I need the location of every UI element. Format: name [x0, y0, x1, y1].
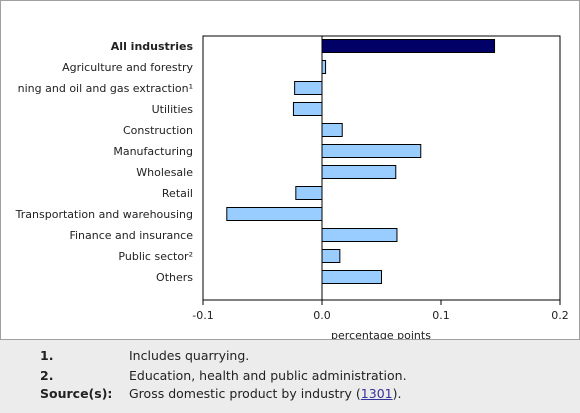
bar-2	[294, 81, 323, 95]
category-label-9: Finance and insurance	[69, 229, 193, 242]
x-tick-label-2: 0.1	[432, 309, 450, 322]
category-label-10: Public sector²	[118, 250, 193, 263]
bar-3	[292, 102, 323, 116]
source-row: Source(s): Gross domestic product by ind…	[0, 386, 580, 404]
source-key: Source(s):	[40, 386, 113, 401]
bar-0	[321, 39, 496, 53]
footnote-2-key: 2.	[40, 368, 54, 383]
x-axis-label: percentage points	[331, 329, 431, 339]
axes-group: -0.1 0.0 0.1 0.2	[192, 35, 569, 322]
bar-5	[321, 144, 422, 158]
bar-9	[321, 228, 398, 242]
footnote-2: 2. Education, health and public administ…	[0, 368, 580, 386]
source-text-before: Gross domestic product by industry (	[129, 386, 361, 401]
bar-6	[321, 165, 397, 179]
source-text-after: ).	[392, 386, 402, 401]
bar-chart: All industries Agriculture and forestry ni…	[15, 35, 569, 339]
category-label-5: Manufacturing	[113, 145, 193, 158]
source-link[interactable]: 1301	[360, 386, 393, 401]
bar-11	[321, 270, 382, 284]
category-label-11: Others	[156, 271, 193, 284]
category-label-6: Wholesale	[136, 166, 193, 179]
bar-8	[226, 207, 323, 221]
category-label-1: Agriculture and forestry	[62, 61, 193, 74]
bar-1	[321, 60, 327, 74]
footnote-1: 1. Includes quarrying.	[0, 348, 580, 366]
category-label-3: Utilities	[152, 103, 194, 116]
bars-group	[226, 39, 496, 284]
plot-frame	[202, 35, 561, 301]
x-tick-label-3: 0.2	[551, 309, 569, 322]
category-label-2: ning and oil and gas extraction¹	[18, 82, 193, 95]
category-labels-group: All industries Agriculture and forestry ni…	[15, 40, 194, 284]
bar-10	[321, 249, 341, 263]
footnote-2-text: Education, health and public administrat…	[129, 368, 407, 383]
x-tick-label-0: -0.1	[192, 309, 213, 322]
x-tick-label-1: 0.0	[313, 309, 331, 322]
footnote-1-key: 1.	[40, 348, 54, 363]
category-label-8: Transportation and warehousing	[15, 208, 193, 221]
category-label-0: All industries	[111, 40, 194, 53]
chart-panel: All industries Agriculture and forestry ni…	[0, 0, 580, 340]
category-label-7: Retail	[162, 187, 193, 200]
bar-4	[321, 123, 343, 137]
category-label-4: Construction	[123, 124, 193, 137]
bar-7	[295, 186, 323, 200]
footnote-1-text: Includes quarrying.	[129, 348, 250, 363]
source-text: Gross domestic product by industry (1301…	[129, 386, 401, 401]
